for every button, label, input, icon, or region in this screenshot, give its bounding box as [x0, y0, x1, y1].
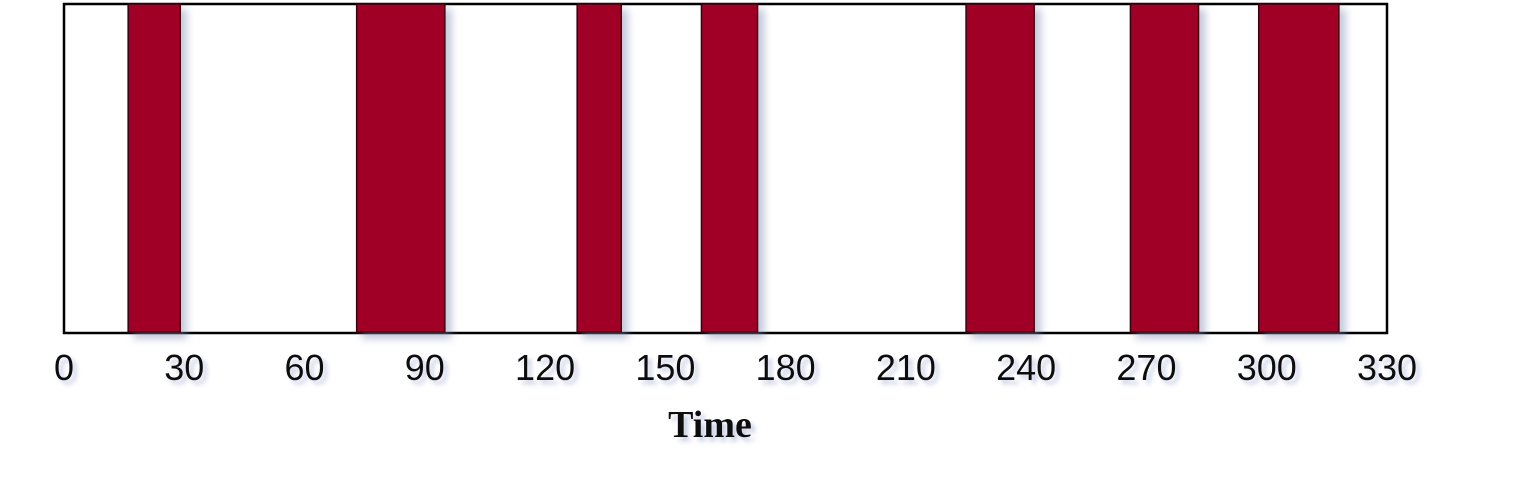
x-tick-label-0: 0: [54, 347, 74, 388]
x-tick-label-60: 60: [285, 347, 325, 388]
interval-bar-1: [127, 3, 182, 333]
x-tick-label-180: 180: [756, 347, 816, 388]
x-tick-label-30: 30: [164, 347, 204, 388]
x-tick-label-330: 330: [1357, 347, 1417, 388]
interval-bar-5: [965, 3, 1035, 333]
x-axis-title: Time: [668, 404, 752, 446]
interval-bar-2: [355, 3, 446, 333]
interval-bar-6: [1129, 3, 1200, 333]
tick-labels-group: 0 30 60 90 120 150 180 210 240 270 300 330: [54, 347, 1417, 388]
x-tick-label-210: 210: [876, 347, 936, 388]
bars-group: [127, 3, 1340, 333]
interval-bar-3: [576, 3, 623, 333]
x-tick-label-150: 150: [635, 347, 695, 388]
x-tick-label-270: 270: [1116, 347, 1176, 388]
x-tick-label-300: 300: [1237, 347, 1297, 388]
interval-bar-4: [700, 3, 759, 333]
x-tick-label-240: 240: [996, 347, 1056, 388]
x-tick-label-90: 90: [405, 347, 445, 388]
x-tick-label-120: 120: [515, 347, 575, 388]
interval-bar-7: [1257, 3, 1340, 333]
